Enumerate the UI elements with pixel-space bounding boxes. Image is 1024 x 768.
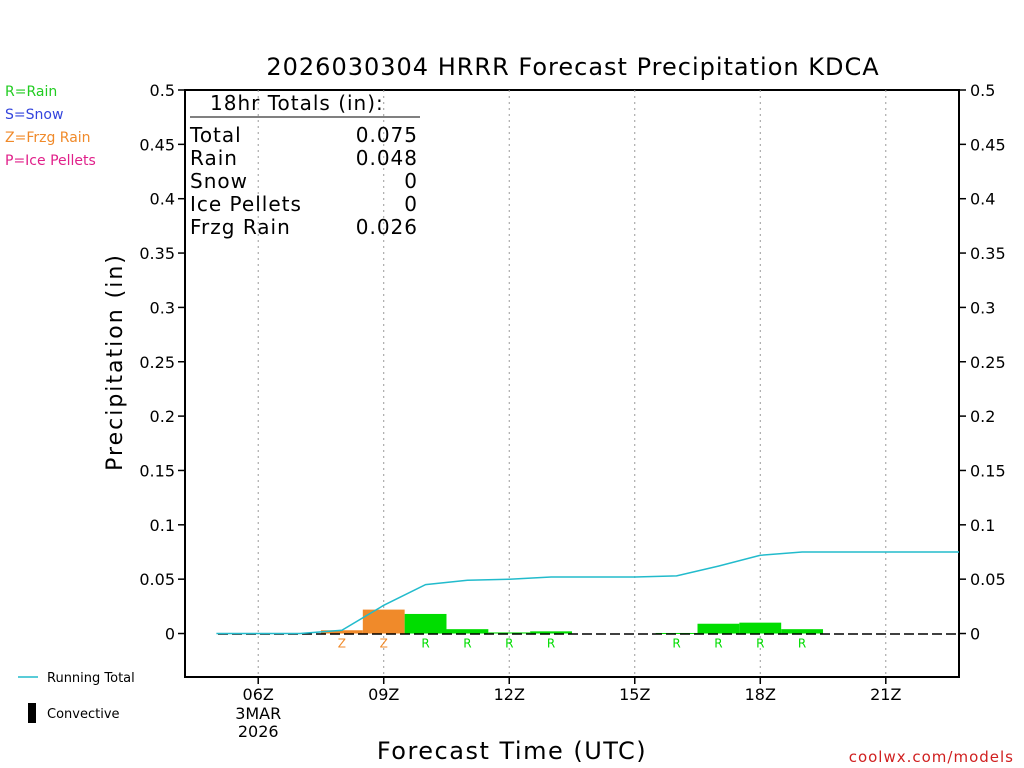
y-tick-label-left: 0.5 [150, 81, 175, 100]
precip-type-code: R [421, 637, 429, 651]
y-tick-label-right: 0.15 [970, 461, 1006, 480]
y-tick-label-right: 0.3 [970, 298, 995, 317]
precip-bar [320, 630, 363, 634]
x-tick-label: 06Z [243, 685, 274, 704]
x-tick-label: 12Z [494, 685, 525, 704]
y-tick-label-left: 0.15 [139, 461, 175, 480]
precip-type-legend: R=Rain S=Snow Z=Frzg Rain P=Ice Pellets [5, 84, 96, 169]
source-credit: coolwx.com/models [849, 748, 1014, 766]
x-date-label: 2026 [238, 722, 279, 741]
y-axis-label: Precipitation (in) [103, 253, 128, 471]
precip-bar [362, 609, 405, 634]
y-tick-label-right: 0.5 [970, 81, 995, 100]
convective-legend-swatch [28, 703, 36, 723]
totals-heading: 18hr Totals (in): [210, 91, 384, 115]
legend-entry: S=Snow [5, 107, 63, 123]
precip-type-code: R [505, 637, 513, 651]
totals-label: Total [189, 123, 242, 147]
y-tick-label-left: 0.35 [139, 244, 175, 263]
x-tick-label: 21Z [870, 685, 901, 704]
y-tick-label-left: 0.25 [139, 353, 175, 372]
x-tick-label: 09Z [368, 685, 399, 704]
chart-title: 2026030304 HRRR Forecast Precipitation K… [266, 53, 879, 81]
precip-bar [655, 632, 698, 634]
precip-bar [446, 629, 489, 634]
y-tick-label-left: 0 [165, 625, 175, 644]
totals-value: 0 [404, 192, 418, 216]
legend-entry: R=Rain [5, 84, 57, 100]
y-axis-left: 0 0.05 0.1 0.15 0.2 0.25 0.3 0.35 0.4 0.45 0.5 [139, 81, 185, 644]
y-tick-label-right: 0.1 [970, 516, 995, 535]
y-tick-label-left: 0.1 [150, 516, 175, 535]
y-tick-label-right: 0.45 [970, 135, 1006, 154]
precip-bar [404, 613, 447, 634]
totals-value: 0 [404, 169, 418, 193]
precip-bar [697, 623, 740, 634]
x-date-label: 3MAR [235, 704, 281, 723]
precip-type-code: R [714, 637, 722, 651]
x-tick-label: 15Z [619, 685, 650, 704]
precip-bar [488, 632, 531, 634]
legend-entry: P=Ice Pellets [5, 153, 96, 169]
precip-type-code: Z [338, 637, 346, 651]
totals-rows: Total 0.075 Rain 0.048 Snow 0 Ice Pellets 0 Frzg… [189, 123, 418, 239]
totals-value: 0.075 [356, 123, 418, 147]
grid-lines [257, 90, 887, 677]
y-tick-label-right: 0.2 [970, 407, 995, 426]
precip-type-code: R [672, 637, 680, 651]
totals-value: 0.026 [356, 215, 418, 239]
x-axis-label: Forecast Time (UTC) [377, 737, 647, 765]
totals-label: Rain [190, 146, 238, 170]
running-total-line [216, 551, 959, 635]
running-total-legend-label: Running Total [47, 671, 135, 686]
legend-entry: Z=Frzg Rain [5, 130, 91, 146]
totals-label: Snow [190, 169, 248, 193]
series-legend: Running Total Convective [18, 671, 135, 723]
y-tick-label-left: 0.45 [139, 135, 175, 154]
precip-bar [739, 622, 782, 634]
totals-value: 0.048 [356, 146, 418, 170]
precip-type-code: R [463, 637, 471, 651]
y-tick-label-right: 0.35 [970, 244, 1006, 263]
convective-legend-label: Convective [47, 707, 120, 722]
y-tick-label-left: 0.05 [139, 570, 175, 589]
precip-bars [320, 609, 824, 634]
precip-type-code: Z [380, 637, 388, 651]
y-tick-label-left: 0.3 [150, 298, 175, 317]
y-axis-right: 0 0.05 0.1 0.15 0.2 0.25 0.3 0.35 0.4 0.45 0.5 [959, 81, 1006, 644]
y-tick-label-right: 0 [970, 625, 980, 644]
totals-label: Ice Pellets [190, 192, 302, 216]
precip-bar [781, 629, 824, 634]
y-tick-label-left: 0.2 [150, 407, 175, 426]
totals-label: Frzg Rain [190, 215, 291, 239]
y-tick-label-left: 0.4 [150, 190, 175, 209]
totals-box: 18hr Totals (in): Total 0.075 Rain 0.048 Sno… [189, 91, 420, 239]
precip-type-code: R [756, 637, 764, 651]
precip-type-code: R [798, 637, 806, 651]
x-tick-label: 18Z [745, 685, 776, 704]
y-tick-label-right: 0.05 [970, 570, 1006, 589]
y-tick-label-right: 0.4 [970, 190, 995, 209]
precip-type-code: R [547, 637, 555, 651]
y-tick-label-right: 0.25 [970, 353, 1006, 372]
precip-bar [530, 631, 572, 634]
plot-frame [184, 89, 960, 678]
